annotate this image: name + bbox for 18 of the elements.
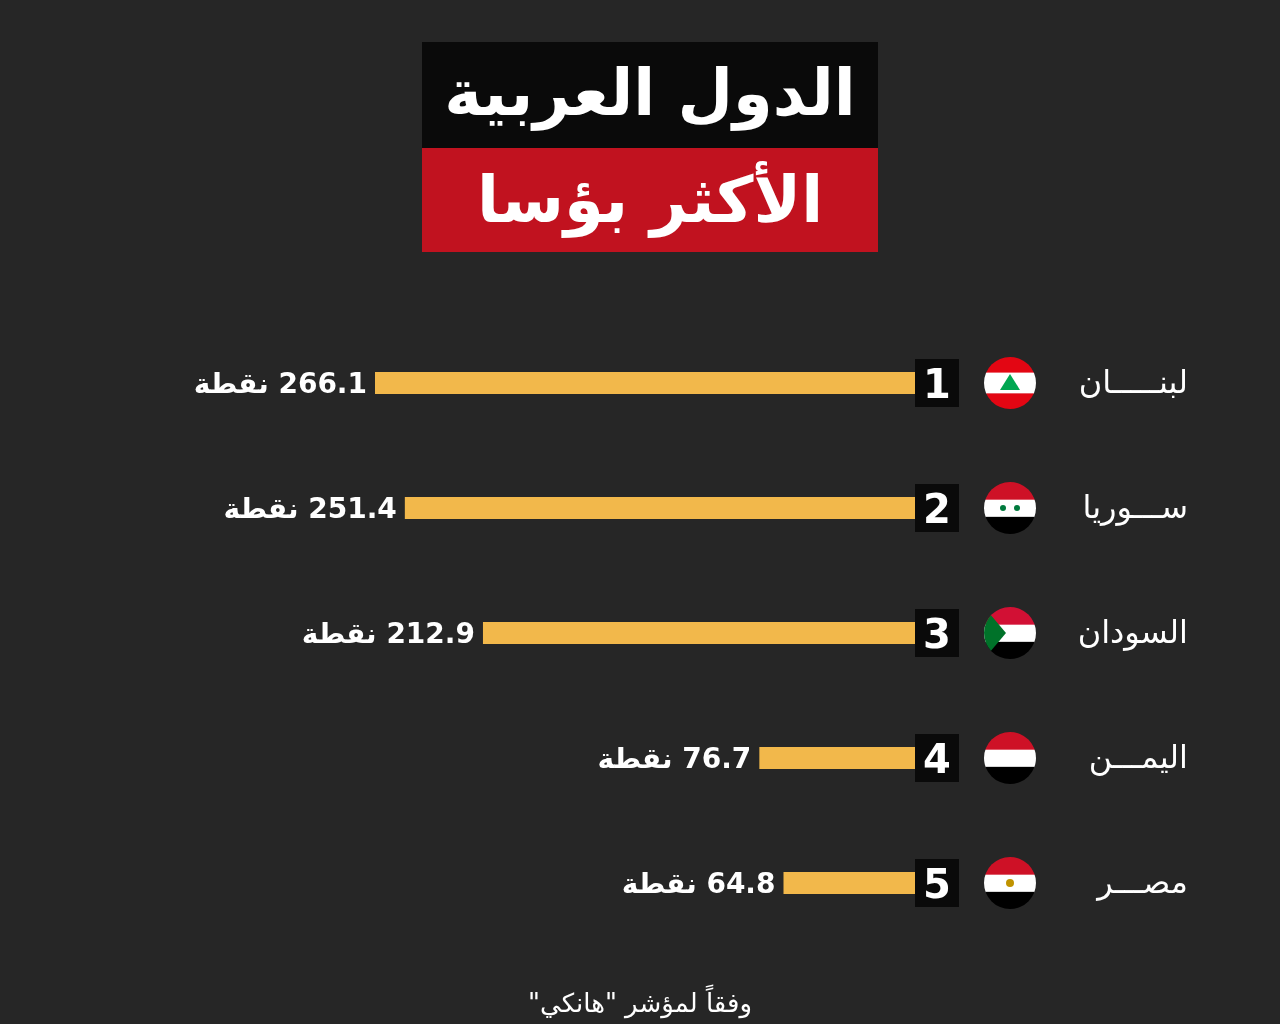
data-label: 212.9 نقطة (301, 617, 475, 650)
data-label: 251.4 نقطة (223, 492, 397, 525)
text: 5 (923, 861, 951, 907)
y-tick-label: اليمـــن (1088, 738, 1188, 776)
chart-title: الدول العربية (444, 56, 856, 131)
data-label: 76.7 نقطة (597, 742, 752, 775)
y-tick-label: مصـــر (1095, 863, 1188, 901)
data-label: 64.8 نقطة (621, 867, 776, 900)
text: وفقاً لمؤشر "هانكي" (528, 984, 752, 1019)
text: 4 (923, 736, 951, 782)
chart-subtitle: الأكثر بؤسا (476, 161, 824, 238)
text: 2 (923, 486, 951, 532)
y-tick-label: ســـوريا (1082, 488, 1188, 526)
text: 3 (923, 611, 951, 657)
text: 1 (923, 361, 951, 407)
y-tick-label: السودان (1077, 613, 1188, 651)
y-tick-label: لبنـــــان (1078, 363, 1188, 401)
data-label: 266.1 نقطة (193, 367, 367, 400)
